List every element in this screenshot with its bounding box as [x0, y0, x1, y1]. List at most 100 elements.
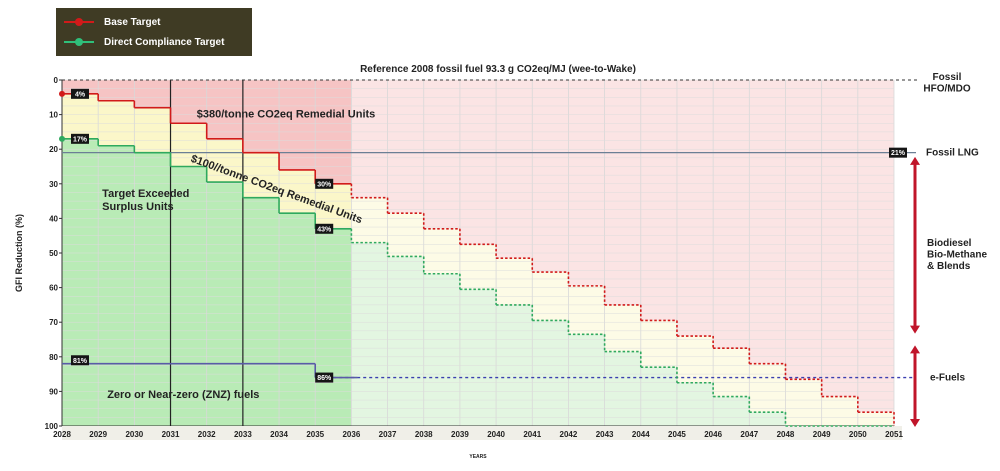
y-tick-90: 90: [49, 387, 58, 396]
x-tick-2028: 2028: [53, 430, 71, 439]
y-axis-label: GFI Reduction (%): [14, 214, 24, 292]
badge-label-30pct: 30%: [317, 181, 332, 188]
green-zone-2043: [604, 351, 641, 426]
yellow-zone-2036: [351, 197, 388, 243]
biodiesel-arrow-head-bottom: [910, 325, 920, 334]
x-tick-2045: 2045: [668, 430, 686, 439]
red-zone-2045: [676, 80, 714, 337]
x-tick-2051: 2051: [885, 430, 903, 439]
yellow-zone-2046: [713, 348, 750, 397]
remedial-380-label: $380/tonne CO2eq Remedial Units: [197, 109, 376, 121]
x-tick-2046: 2046: [704, 430, 722, 439]
yellow-zone-2030: [134, 107, 171, 153]
x-tick-2033: 2033: [234, 430, 252, 439]
red-zone-2039: [459, 80, 497, 245]
red-zone-2048: [785, 80, 822, 380]
yellow-zone-2043: [604, 304, 641, 352]
red-zone-2046: [713, 80, 750, 349]
y-tick-0: 0: [54, 76, 59, 85]
x-axis-label: YEARS: [469, 454, 487, 460]
surplus-label: Target Exceeded Surplus Units: [102, 188, 189, 213]
red-zone-2041: [532, 80, 569, 273]
green-zone-2047: [749, 412, 786, 426]
base-target-start-point: [59, 90, 65, 97]
green-zone-2035: [315, 228, 352, 426]
badge-86pct: [315, 372, 334, 383]
x-tick-2044: 2044: [632, 430, 650, 439]
red-zone-2037: [387, 80, 424, 214]
badge-label-81pct: 81%: [73, 358, 88, 365]
red-zone-2044: [640, 80, 677, 321]
badge-30pct: [315, 178, 334, 189]
green-zone-2046: [713, 396, 750, 426]
x-tick-2040: 2040: [487, 430, 505, 439]
x-tick-2049: 2049: [813, 430, 831, 439]
efuels-arrow-head-top: [910, 345, 920, 354]
yellow-zone-2039: [459, 244, 497, 290]
efuels-label: e-Fuels: [930, 373, 965, 384]
direct-compliance-marker-icon: [64, 35, 94, 49]
legend-base-label: Base Target: [104, 16, 161, 28]
x-tick-2041: 2041: [523, 430, 541, 439]
badge-4pct: [71, 88, 89, 99]
yellow-zone-2034: [279, 169, 316, 214]
red-zone-2031: [170, 80, 207, 124]
yellow-zone-2032: [206, 138, 243, 183]
red-zone-2038: [423, 80, 460, 229]
y-tick-70: 70: [49, 318, 58, 327]
legend-direct-label: Direct Compliance Target: [104, 36, 225, 48]
red-zone-2047: [749, 80, 786, 364]
znz-label: Zero or Near-zero (ZNZ) fuels: [107, 389, 259, 401]
red-zone-2034: [279, 80, 316, 170]
x-tick-2032: 2032: [198, 430, 216, 439]
red-zone-2050: [857, 80, 894, 413]
y-tick-80: 80: [49, 353, 58, 362]
green-zone-2034: [279, 213, 316, 426]
x-tick-2043: 2043: [596, 430, 614, 439]
badge-label-17pct: 17%: [73, 136, 88, 143]
y-tick-10: 10: [49, 111, 58, 120]
yellow-zone-2037: [387, 213, 424, 257]
direct-compliance-start-point: [59, 135, 65, 142]
fossil-lng-label: Fossil LNG: [926, 148, 979, 159]
yellow-zone-2048: [785, 379, 822, 426]
x-tick-strip: [62, 426, 902, 440]
yellow-zone-2044: [640, 320, 677, 368]
badge-label-86pct: 86%: [317, 375, 332, 382]
x-tick-2035: 2035: [306, 430, 324, 439]
biodiesel-arrow-head-top: [910, 156, 920, 165]
efuels-arrow-head-bottom: [910, 419, 920, 427]
x-tick-2047: 2047: [740, 430, 758, 439]
green-zone-2038: [423, 273, 460, 426]
red-zone-2042: [568, 80, 605, 286]
yellow-zone-2035: [315, 183, 352, 229]
green-zone-2030: [134, 152, 171, 426]
x-tick-2048: 2048: [777, 430, 795, 439]
yellow-zone-2047: [749, 363, 786, 413]
x-tick-2030: 2030: [125, 430, 143, 439]
y-tick-50: 50: [49, 249, 58, 258]
badge-label-4pct: 4%: [75, 91, 86, 98]
y-tick-20: 20: [49, 145, 58, 154]
red-zone-2036: [351, 80, 388, 198]
red-zone-2049: [821, 80, 858, 397]
yellow-zone-2045: [676, 336, 714, 383]
y-tick-40: 40: [49, 214, 58, 223]
red-zone-2029: [98, 80, 135, 101]
legend-item-base: Base Target: [64, 12, 161, 32]
fossil-hfo-label: Fossil HFO/MDO: [923, 72, 970, 95]
badge-81pct: [71, 355, 89, 366]
red-zone-2030: [134, 80, 171, 108]
badge-43pct: [315, 223, 334, 234]
yellow-zone-2040: [496, 258, 533, 305]
yellow-zone-2042: [568, 285, 605, 335]
yellow-zone-2049: [821, 396, 858, 426]
yellow-zone-2038: [423, 228, 460, 274]
base-target-marker-icon: [64, 15, 94, 29]
red-zone-2040: [496, 80, 533, 259]
yellow-zone-2028: [62, 93, 99, 139]
green-zone-2045: [676, 382, 714, 426]
green-zone-2032: [206, 182, 243, 426]
badge-label-21pct: 21%: [891, 150, 906, 157]
green-zone-2036: [351, 242, 388, 426]
